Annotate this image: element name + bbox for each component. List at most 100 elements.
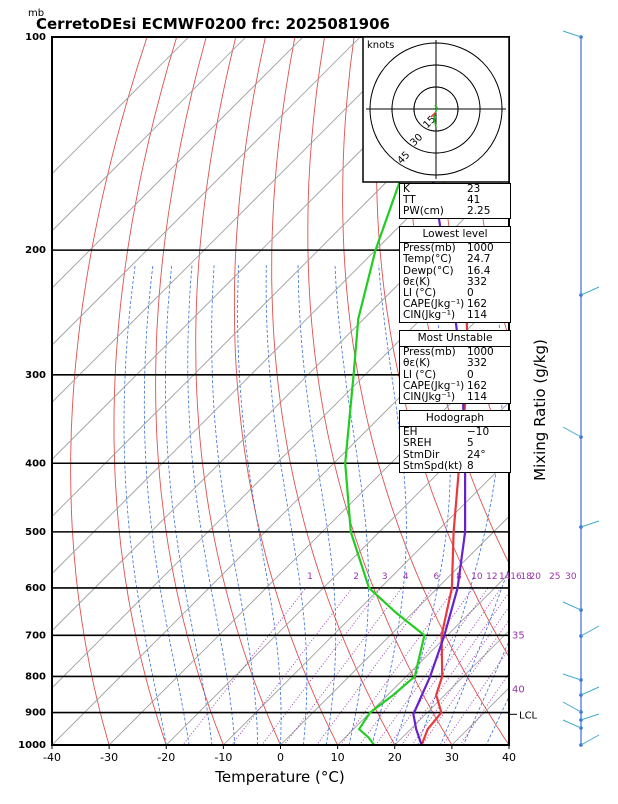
x-tick-label: -10 [214,751,232,764]
y-tick-label: 400 [25,458,46,469]
lowest-level-value: 114 [467,310,507,321]
hodograph-header: Hodograph [400,411,510,427]
x-tick-label: -20 [157,751,175,764]
wind-barb [563,674,581,680]
mixing-ratio-label: 1 [307,572,313,582]
mixing-ratio-line [306,588,433,760]
most-unstable-key: θε(K) [403,358,467,369]
mixing-ratio-label: 8 [456,572,462,582]
moist-adiabat [124,265,169,760]
wind-barb [581,626,599,636]
isotherm [0,37,246,760]
lowest-level-key: CIN(Jkg⁻¹) [403,310,467,321]
wind-barb [563,720,581,728]
most-unstable-value: 114 [467,392,507,403]
most-unstable-row: CIN(Jkg⁻¹)114 [400,392,510,403]
dry-adiabat [196,37,288,760]
mixing-ratio-line [250,588,380,760]
x-tick-label: 30 [445,751,459,764]
wind-barb [581,287,599,295]
lowest-level-header: Lowest level [400,227,510,243]
mixing-ratio-label: 30 [565,572,577,582]
wind-barb [581,687,599,695]
most-unstable-row: θε(K)332 [400,358,510,369]
x-tick-label: -40 [43,751,61,764]
moist-adiabat [298,265,336,760]
theta-label: 40 [512,685,525,696]
mixing-ratio-label: 2 [353,572,359,582]
hodograph-key: SREH [403,438,467,449]
dry-adiabat [234,37,345,760]
mixing-ratio-line [349,588,473,760]
wind-barb [581,714,599,720]
most-unstable-header: Most Unstable [400,331,510,347]
most-unstable-value: 332 [467,358,507,369]
mixing-ratio-line [411,588,531,760]
y-tick-label: 700 [25,630,46,641]
mixing-ratio-label: 12 [486,572,497,582]
mixing-ratio-line [273,588,402,760]
isotherm [0,37,303,760]
mixing-ratio-label: 3 [382,572,388,582]
chart-title: CerretoDEsi ECMWF0200 frc: 2025081906 [36,15,390,33]
isotherm [0,37,189,760]
y-tick-label: 300 [25,370,46,381]
moist-adiabat [166,265,214,760]
wind-barb [563,427,581,437]
mixing-ratio-label: 20 [529,572,541,582]
hodograph-unit-label: knots [367,40,394,51]
x-tick-label: 10 [331,751,345,764]
lowest-level-row: Temp(°C)24.7 [400,254,510,265]
x-tick-label: 40 [502,751,516,764]
dry-adiabat [591,37,618,760]
x-tick-label: 20 [388,751,402,764]
isotherm [494,37,618,760]
mixing-ratio-line [402,588,523,760]
wind-barb [581,521,599,527]
most-unstable-key: CIN(Jkg⁻¹) [403,392,467,403]
y-tick-label: 1000 [18,740,46,751]
lowest-level-key: Temp(°C) [403,254,467,265]
mixing-ratio-label: 14 [499,572,511,582]
x-axis-label: Temperature (°C) [214,768,344,786]
wind-profile [563,31,599,747]
mixing-ratio-label: 4 [403,572,409,582]
wind-barb [563,602,581,610]
theta-label: 35 [512,630,525,641]
lowest-level-value: 24.7 [467,254,507,265]
mixing-ratio-label: 6 [434,572,440,582]
hodograph-row: StmSpd(kt)8 [400,461,510,472]
dry-adiabat [561,37,618,760]
moist-adiabat [238,265,282,760]
wind-barb [563,702,581,712]
y-tick-label: 100 [25,32,46,43]
hodograph-key: StmSpd(kt) [403,461,467,472]
dry-adiabat [156,37,230,760]
wind-barb [581,735,599,745]
wind-barb [563,31,581,37]
dry-adiabat [502,37,618,760]
y-tick-label: 800 [25,671,46,682]
hodograph-value: 8 [467,461,507,472]
mixing-ratio-label: 25 [549,572,560,582]
y-unit-label: mb [28,8,44,19]
y-tick-label: 600 [25,583,46,594]
mixing-ratio-label: 10 [471,572,483,582]
x-tick-label: 0 [277,751,284,764]
y-tick-label: 900 [25,708,46,719]
y-tick-label: 500 [25,527,46,538]
lowest-level-row: CIN(Jkg⁻¹)114 [400,310,510,321]
x-tick-label: -30 [100,751,118,764]
lcl-label: LCL [519,710,538,721]
y-axis-label: Mixing Ratio (g/kg) [531,339,549,481]
dry-adiabat [71,37,148,760]
pw-value: 2.25 [467,206,507,217]
hodograph-value: 5 [467,438,507,449]
